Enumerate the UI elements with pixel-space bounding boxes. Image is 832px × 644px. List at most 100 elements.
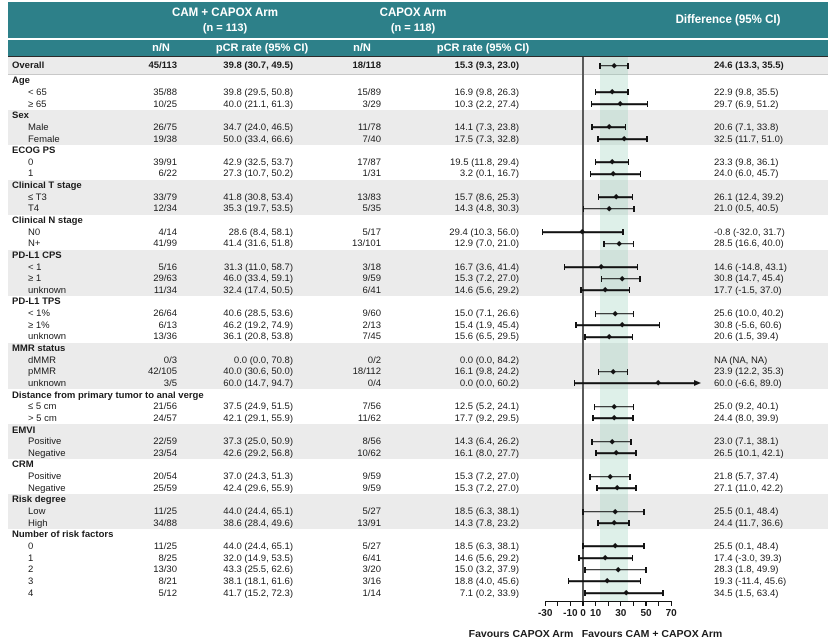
axis-tick — [657, 600, 660, 606]
cam-pcr-rate: 39.8 (29.5, 50.8) — [223, 86, 293, 98]
subgroup-row: N+ 41/99 41.4 (31.6, 51.8) 13/101 12.9 (7.0,… — [8, 238, 828, 250]
capox-pcr-rate: 15.0 (3.2, 37.9) — [454, 564, 519, 576]
subgroup-row: Positive 20/54 37.0 (24.3, 51.3) 9/59 15.3 (… — [8, 471, 828, 483]
ci-cap-right — [632, 240, 635, 247]
subgroup-row: ≤ 5 cm 21/56 37.5 (24.9, 51.5) 7/56 12.5 (5.… — [8, 401, 828, 413]
favours-left-label: Favours CAPOX Arm — [468, 627, 574, 640]
row-label: Positive — [28, 471, 62, 483]
capox-pcr-rate: 15.0 (7.1, 26.6) — [454, 308, 519, 320]
cam-n-over-N: 26/75 — [153, 121, 177, 133]
difference-value: 19.3 (-11.4, 45.6) — [714, 575, 787, 587]
row-label: Overall — [12, 60, 45, 71]
ci-cap-left — [582, 508, 584, 515]
ci-plot-cell — [526, 459, 706, 471]
cam-pcr-rate: 42.4 (29.6, 55.9) — [223, 482, 293, 494]
group-header-row: CRM — [8, 459, 828, 471]
cam-n-over-N: 29/63 — [153, 273, 177, 285]
cam-pcr-rate: 44.0 (24.4, 65.1) — [223, 540, 293, 552]
cam-pcr-rate: 35.3 (19.7, 53.5) — [223, 203, 293, 215]
cam-n-over-N: 11/25 — [153, 506, 177, 518]
point-estimate — [578, 229, 586, 236]
capox-n-over-N: 11/78 — [357, 121, 381, 133]
point-estimate — [610, 170, 617, 178]
axis-tick — [582, 600, 584, 606]
cam-n-over-N: 13/30 — [153, 564, 177, 576]
capox-n-over-N: 3/16 — [362, 575, 382, 587]
difference-value: 28.5 (16.6, 40.0) — [714, 238, 784, 250]
ci-cap-right — [622, 229, 624, 236]
ci-plot-cell — [526, 180, 706, 192]
capox-pcr-rate: 17.7 (9.2, 29.5) — [454, 412, 519, 424]
capox-n-over-N: 18/112 — [352, 366, 381, 378]
cam-pcr-rate: 39.8 (30.7, 49.5) — [223, 60, 293, 71]
subgroup-row: unknown 13/36 36.1 (20.8, 53.8) 7/45 15.6 (6… — [8, 331, 828, 343]
ci-plot-cell — [526, 87, 706, 99]
difference-value: 23.0 (7.1, 38.1) — [714, 436, 779, 448]
difference-value: 25.6 (10.0, 40.2) — [714, 308, 784, 320]
capox-pcr-rate: 15.3 (7.2, 27.0) — [454, 482, 519, 494]
cam-pcr-rate: 46.0 (33.4, 59.1) — [223, 273, 293, 285]
capox-pcr-rate: 12.9 (7.0, 21.0) — [454, 238, 519, 250]
difference-value: 21.8 (5.7, 37.4) — [714, 471, 779, 483]
ci-cap-left — [593, 403, 596, 410]
cam-n-over-N: 5/12 — [158, 587, 178, 599]
difference-value: 25.5 (0.1, 48.4) — [714, 506, 779, 518]
ci-cap-right — [662, 590, 664, 596]
cam-n-over-N: 33/79 — [153, 191, 177, 203]
row-label: 2 — [28, 564, 34, 576]
row-label: CRM — [12, 459, 34, 471]
capox-n-over-N: 9/59 — [362, 471, 382, 483]
difference-value: 26.5 (10.1, 42.1) — [714, 447, 784, 459]
point-estimate — [598, 263, 605, 271]
cam-pcr-rate: 42.1 (29.1, 55.9) — [223, 412, 293, 424]
subgroup-row: unknown 3/5 60.0 (14.7, 94.7) 0/4 0.0 (0.0, … — [8, 377, 828, 390]
axis-tick — [670, 600, 672, 606]
ci-plot-cell — [526, 471, 706, 483]
cam-pcr-rate: 50.0 (33.4, 66.6) — [223, 133, 293, 145]
ci-cap-right — [632, 415, 635, 422]
ci-cap-left — [596, 136, 599, 143]
capox-pcr-rate: 16.7 (3.6, 41.4) — [454, 261, 519, 273]
row-label: Clinical T stage — [12, 180, 82, 192]
ci-plot-cell — [526, 145, 706, 157]
ci-plot-cell — [526, 448, 706, 460]
capox-n-over-N: 5/35 — [362, 203, 382, 215]
point-estimate — [608, 89, 615, 96]
ci-plot-cell — [526, 576, 706, 588]
ci-plot-cell — [526, 366, 706, 378]
cam-pcr-rate: 41.4 (31.6, 51.8) — [223, 238, 293, 250]
ci-cap-right — [643, 508, 645, 515]
cam-pcr-rate: 38.6 (28.4, 49.6) — [223, 517, 293, 529]
difference-value: 24.4 (8.0, 39.9) — [714, 412, 779, 424]
subgroup-row: Negative 25/59 42.4 (29.6, 55.9) 9/59 15.3 (… — [8, 482, 828, 494]
difference-value: 60.0 (-6.6, 89.0) — [714, 377, 782, 389]
point-estimate — [615, 240, 623, 247]
row-label: Negative — [28, 482, 66, 494]
ci-plot-cell — [526, 273, 706, 285]
difference-value: 24.6 (13.3, 35.5) — [714, 60, 784, 71]
subgroup-row: 0 11/25 44.0 (24.4, 65.1) 5/27 18.5 (6.3, 38… — [8, 541, 828, 553]
zero-reference-line — [582, 57, 584, 601]
capox-pcr-rate: 14.6 (5.6, 29.2) — [454, 284, 519, 296]
row-label: Clinical N stage — [12, 215, 83, 226]
capox-n-over-N: 9/59 — [362, 273, 382, 285]
ci-plot-cell — [526, 168, 706, 180]
ci-cap-left — [600, 275, 603, 282]
ci-plot-cell — [526, 401, 706, 413]
subgroup-row: 3 8/21 38.1 (18.1, 61.6) 3/16 18.8 (4.0, 45.… — [8, 576, 828, 588]
capox-pcr-rate: 16.1 (9.8, 24.2) — [454, 366, 519, 378]
row-label: Negative — [28, 447, 66, 459]
capox-pcr-rate: 15.3 (9.3, 23.0) — [454, 60, 519, 71]
point-estimate — [607, 473, 614, 480]
header-separator — [8, 38, 828, 40]
point-estimate — [615, 566, 622, 573]
ci-plot-cell — [526, 308, 706, 320]
cam-pcr-rate: 42.6 (29.2, 56.8) — [223, 447, 293, 459]
cam-n-over-N: 19/38 — [153, 133, 177, 145]
row-label: N+ — [28, 238, 41, 250]
ci-cap-right — [630, 438, 632, 445]
capox-pcr-rate: 19.5 (11.8, 29.4) — [449, 156, 519, 168]
ci-cap-left — [594, 310, 597, 317]
row-label: Positive — [28, 436, 62, 448]
ci-cap-left — [597, 368, 600, 375]
